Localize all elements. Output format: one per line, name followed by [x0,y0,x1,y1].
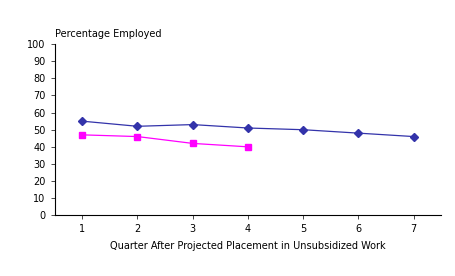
TWC [190,142,196,145]
RSC [300,128,306,131]
RSC [411,135,416,138]
Line: RSC: RSC [80,118,416,139]
TWC [135,135,140,138]
TWC [80,133,85,137]
RSC [190,123,196,126]
Line: TWC: TWC [80,132,251,150]
TWC [245,145,251,148]
X-axis label: Quarter After Projected Placement in Unsubsidized Work: Quarter After Projected Placement in Uns… [110,241,386,251]
Text: Percentage Employed: Percentage Employed [55,29,161,39]
RSC [80,120,85,123]
RSC [245,126,251,130]
RSC [135,125,140,128]
RSC [356,131,361,135]
